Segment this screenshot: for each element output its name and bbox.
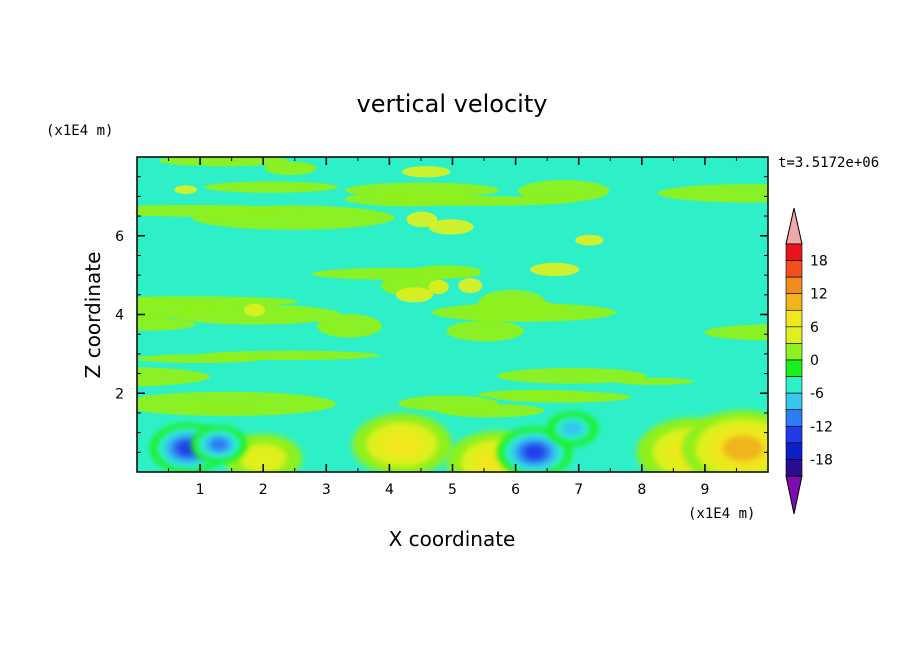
time-label: t=3.5172e+06: [778, 155, 879, 171]
updraft-spot: [395, 287, 433, 303]
weak-updraft-patch: [137, 367, 211, 387]
colorbar-box: [785, 359, 803, 377]
weak-updraft-patch: [478, 289, 546, 315]
updraft-cell: [681, 410, 768, 472]
weak-updraft-bands: [137, 157, 768, 418]
x-tick-label: 6: [511, 482, 520, 498]
y-tick-label: 2: [115, 386, 124, 402]
updraft-spot: [174, 185, 198, 194]
x-tick-label: 7: [574, 482, 583, 498]
colorbar-box: [785, 326, 803, 344]
x-unit-label: (x1E4 m): [688, 506, 755, 522]
colorbar-box: [785, 309, 803, 328]
updraft-cell: [352, 413, 453, 472]
x-tick-label: 3: [322, 482, 331, 498]
colorbar-box: [785, 459, 803, 477]
colorbar-tick-label: 0: [810, 353, 819, 369]
colorbar-box: [785, 243, 803, 261]
colorbar-box: [785, 376, 803, 394]
updraft-spot: [428, 280, 449, 295]
x-tick-label: 2: [259, 482, 268, 498]
colorbar-tick-label: -6: [810, 386, 824, 402]
updraft-spot: [458, 277, 483, 294]
velocity-features: [149, 410, 768, 472]
x-tick-label: 1: [196, 482, 205, 498]
colorbar-box: [785, 392, 803, 411]
weak-updraft-patch: [204, 181, 338, 193]
updraft-spot: [530, 262, 580, 277]
weak-updraft-patch: [614, 377, 694, 385]
colorbar-box: [785, 276, 803, 295]
weak-updraft-patch: [159, 157, 289, 167]
weak-updraft-patch: [704, 324, 768, 341]
x-axis-label: X coordinate: [389, 527, 516, 551]
colorbar-box: [785, 343, 803, 361]
weak-updraft-patch: [190, 403, 255, 411]
weak-updraft-patch: [345, 182, 500, 198]
weak-updraft-patch: [137, 204, 297, 217]
weak-updraft-patch: [518, 179, 610, 202]
weak-updraft-patch: [446, 320, 524, 342]
weak-updraft-patch: [137, 318, 196, 331]
x-tick-label: 5: [448, 482, 457, 498]
colorbar-box: [785, 425, 803, 444]
updraft-spot: [428, 219, 474, 235]
colorbar-box: [785, 293, 803, 311]
y-unit-label: (x1E4 m): [46, 123, 113, 139]
weak-updraft-patch: [311, 267, 482, 280]
colorbar-tick-label: -12: [810, 419, 833, 435]
weak-updraft-patch: [477, 389, 600, 399]
y-axis-ticks: 2 4 6: [115, 176, 768, 453]
colorbar-tick-label: 12: [810, 287, 828, 303]
contour-ring: [561, 421, 584, 437]
y-tick-label: 6: [115, 229, 124, 245]
weak-updraft-patch: [398, 395, 499, 412]
updraft-spot: [244, 303, 266, 317]
updraft-spot: [402, 166, 451, 178]
contour-ring: [524, 445, 545, 460]
updraft-spot: [406, 211, 438, 228]
x-tick-label: 4: [385, 482, 394, 498]
downdraft-cell: [191, 425, 248, 464]
x-axis-ticks: 1 2 3 4 5 6 7 8 9: [168, 157, 737, 498]
weak-updraft-patch: [197, 350, 380, 361]
contour-ring: [239, 443, 287, 472]
weak-updraft-patch: [497, 367, 647, 384]
contour-ring: [380, 431, 424, 458]
colorbar-tick-label: -18: [810, 452, 833, 468]
contour-ring: [209, 438, 229, 451]
colorbar-box: [785, 409, 803, 427]
x-tick-label: 9: [700, 482, 709, 498]
colorbar: 18 12 6 0 -6 -12 -18: [785, 207, 833, 515]
x-tick-label: 8: [637, 482, 646, 498]
colorbar-box: [785, 260, 803, 278]
colorbar-bottom-triangle: [785, 475, 803, 515]
colorbar-tick-label: 6: [810, 320, 819, 336]
colorbar-top-triangle: [785, 207, 803, 245]
contour-ring: [722, 435, 764, 462]
downdraft-cell: [546, 411, 598, 447]
chart-title: vertical velocity: [357, 90, 548, 118]
y-axis-label: Z coordinate: [81, 252, 105, 379]
velocity-field: [137, 157, 768, 472]
updraft-spot: [575, 234, 604, 246]
colorbar-tick-label: 18: [810, 254, 828, 270]
weak-updraft-patch: [264, 161, 317, 176]
weak-updraft-patch: [317, 314, 382, 338]
y-tick-label: 4: [115, 308, 124, 324]
colorbar-box: [785, 442, 803, 460]
weak-updraft-patch: [657, 184, 768, 203]
weak-updraft-patch: [378, 196, 578, 206]
